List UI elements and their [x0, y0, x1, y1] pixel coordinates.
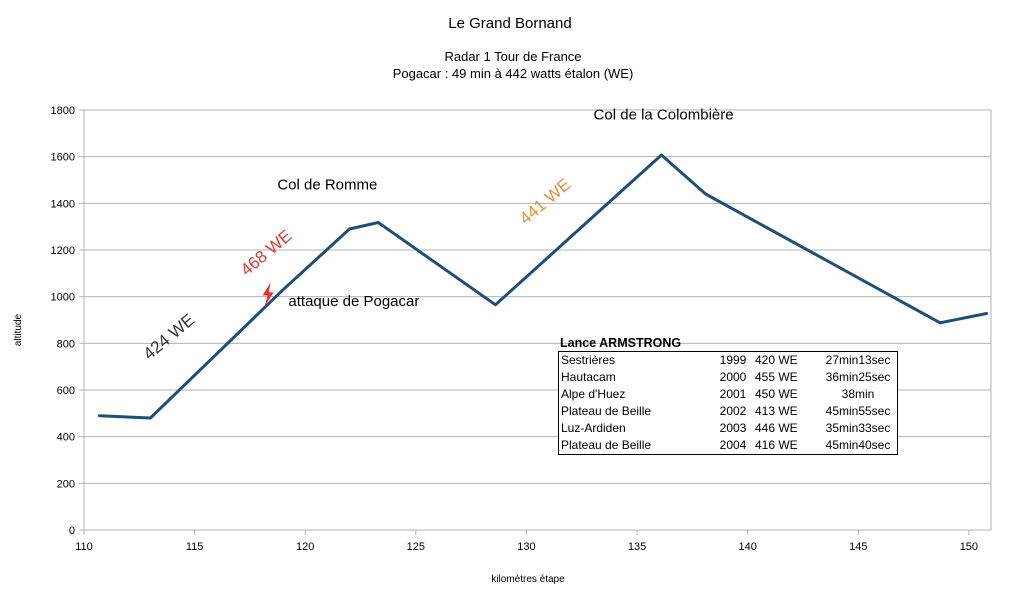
x-axis-label: kilomètres étape [491, 574, 565, 585]
armstrong-climbs-table: Sestrières 1999 420 WE 27min13sec Hautacam 20… [558, 351, 898, 455]
climb-annotation: attaque de Pogacar [288, 293, 419, 310]
x-tick-label: 140 [738, 541, 756, 553]
table-row: Hautacam 2000 455 WE 36min25sec [559, 369, 898, 386]
lightning-bolt-icon [262, 282, 274, 307]
climb-time: 27min13sec [825, 353, 891, 367]
climb-name: Luz-Ardiden [561, 421, 626, 435]
y-tick-label: 1200 [51, 245, 75, 257]
climb-year: 2000 [719, 370, 747, 384]
lightning-bolt-shape [262, 282, 274, 307]
x-tick-label: 115 [186, 541, 204, 553]
climb-year: 2002 [719, 404, 747, 418]
y-axis-label: altitude [13, 313, 24, 346]
y-tick-label: 600 [57, 385, 75, 397]
plot-area [83, 109, 992, 531]
y-tick-label: 1800 [51, 105, 75, 117]
y-tick-label: 1400 [51, 198, 75, 210]
climb-time: 36min25sec [825, 370, 891, 384]
climb-watts: 455 WE [755, 370, 798, 384]
climb-year: 2001 [719, 387, 747, 401]
y-tick-label: 0 [69, 525, 75, 537]
chart-subtitle-2: Pogacar : 49 min à 442 watts étalon (WE) [393, 66, 634, 81]
armstrong-reference-box: Lance ARMSTRONG Sestrières 1999 420 WE 27mi… [558, 335, 898, 455]
y-tick-label: 1000 [51, 292, 75, 304]
chart-title: Le Grand Bornand [448, 15, 571, 32]
climb-watts: 413 WE [755, 404, 798, 418]
y-axis-ticks: 0 200 400 600 800 1000 1200 1400 1600 1800 [51, 105, 84, 537]
climb-name: Plateau de Beille [561, 404, 652, 418]
climb-year: 2004 [719, 438, 747, 452]
table-row: Plateau de Beille 2004 416 WE 45min40sec [559, 437, 898, 455]
y-tick-label: 200 [57, 478, 75, 490]
climb-annotation: Col de Romme [277, 176, 377, 193]
table-row: Sestrières 1999 420 WE 27min13sec [559, 352, 898, 370]
climb-name: Sestrières [561, 353, 616, 367]
altitude-profile-line [98, 153, 989, 420]
y-tick-label: 1600 [51, 152, 75, 164]
climb-name: Hautacam [561, 370, 616, 384]
y-tick-label: 400 [57, 432, 75, 444]
table-row: Plateau de Beille 2002 413 WE 45min55sec [559, 403, 898, 420]
x-tick-label: 130 [517, 541, 535, 553]
watts-annotation: 441 WE [516, 175, 575, 228]
gridlines [84, 109, 991, 531]
climb-time: 35min33sec [825, 421, 891, 435]
climb-name: Alpe d'Huez [561, 387, 626, 401]
x-tick-label: 110 [75, 541, 93, 553]
x-axis-ticks: 110 115 120 125 130 135 140 145 150 [75, 530, 978, 553]
table-row: Alpe d'Huez 2001 450 WE 38min [559, 386, 898, 403]
climb-watts: 416 WE [755, 438, 798, 452]
legend-title: Lance ARMSTRONG [560, 336, 682, 350]
table-row: Luz-Ardiden 2003 446 WE 35min33sec [559, 420, 898, 437]
x-tick-label: 150 [960, 541, 978, 553]
climb-time: 38min [841, 387, 875, 401]
climb-year: 2003 [719, 421, 747, 435]
climb-year: 1999 [719, 353, 747, 367]
climb-watts: 420 WE [755, 353, 798, 367]
chart-annotations: Col de Romme Col de la Colombière attaque … [140, 106, 734, 363]
climb-watts: 446 WE [755, 421, 798, 435]
x-tick-label: 120 [296, 541, 314, 553]
x-tick-label: 135 [628, 541, 646, 553]
x-tick-label: 145 [849, 541, 867, 553]
climb-name: Plateau de Beille [561, 438, 652, 452]
x-tick-label: 125 [407, 541, 425, 553]
y-tick-label: 800 [57, 338, 75, 350]
climb-annotation: Col de la Colombière [594, 106, 734, 123]
climb-time: 45min55sec [825, 404, 891, 418]
climb-time: 45min40sec [825, 438, 891, 452]
chart-subtitle-1: Radar 1 Tour de France [444, 49, 581, 64]
watts-annotation: 424 WE [140, 310, 199, 363]
watts-annotation: 468 WE [237, 226, 296, 279]
climb-watts: 450 WE [755, 387, 798, 401]
